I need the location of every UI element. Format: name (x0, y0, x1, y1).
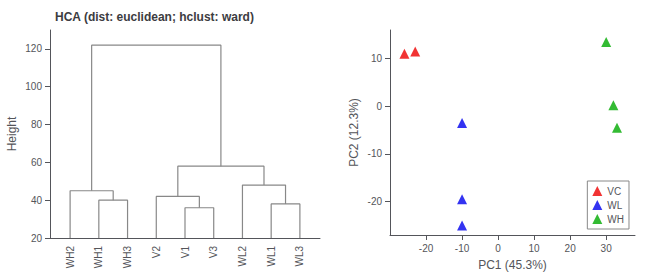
svg-text:-20: -20 (368, 196, 383, 207)
svg-text:-10: -10 (455, 243, 470, 254)
svg-text:WH2: WH2 (65, 246, 76, 269)
svg-text:V1: V1 (180, 246, 191, 259)
svg-text:WL1: WL1 (266, 246, 277, 267)
svg-text:VC: VC (607, 186, 621, 197)
svg-text:30: 30 (601, 243, 613, 254)
svg-text:Height: Height (5, 116, 19, 151)
svg-text:20: 20 (565, 243, 577, 254)
svg-text:40: 40 (31, 195, 43, 206)
svg-text:0: 0 (495, 243, 501, 254)
svg-text:PC2 (12.3%): PC2 (12.3%) (347, 98, 361, 167)
svg-text:-20: -20 (419, 243, 434, 254)
svg-text:-10: -10 (368, 148, 383, 159)
svg-text:100: 100 (25, 81, 42, 92)
svg-text:10: 10 (371, 53, 383, 64)
svg-text:WL3: WL3 (294, 246, 305, 267)
svg-text:WL2: WL2 (237, 246, 248, 267)
svg-text:WH: WH (607, 214, 624, 225)
svg-text:WL: WL (607, 200, 622, 211)
svg-text:V2: V2 (151, 246, 162, 259)
svg-text:80: 80 (31, 119, 43, 130)
svg-text:60: 60 (31, 157, 43, 168)
svg-text:HCA (dist: euclidean; hclust:: HCA (dist: euclidean; hclust: ward) (55, 10, 254, 24)
svg-text:20: 20 (31, 233, 43, 244)
svg-text:0: 0 (376, 101, 382, 112)
svg-text:10: 10 (529, 243, 541, 254)
svg-text:WH1: WH1 (93, 246, 104, 269)
svg-text:PC1 (45.3%): PC1 (45.3%) (478, 258, 547, 272)
svg-text:WH3: WH3 (122, 246, 133, 269)
svg-text:V3: V3 (208, 246, 219, 259)
svg-text:120: 120 (25, 43, 42, 54)
